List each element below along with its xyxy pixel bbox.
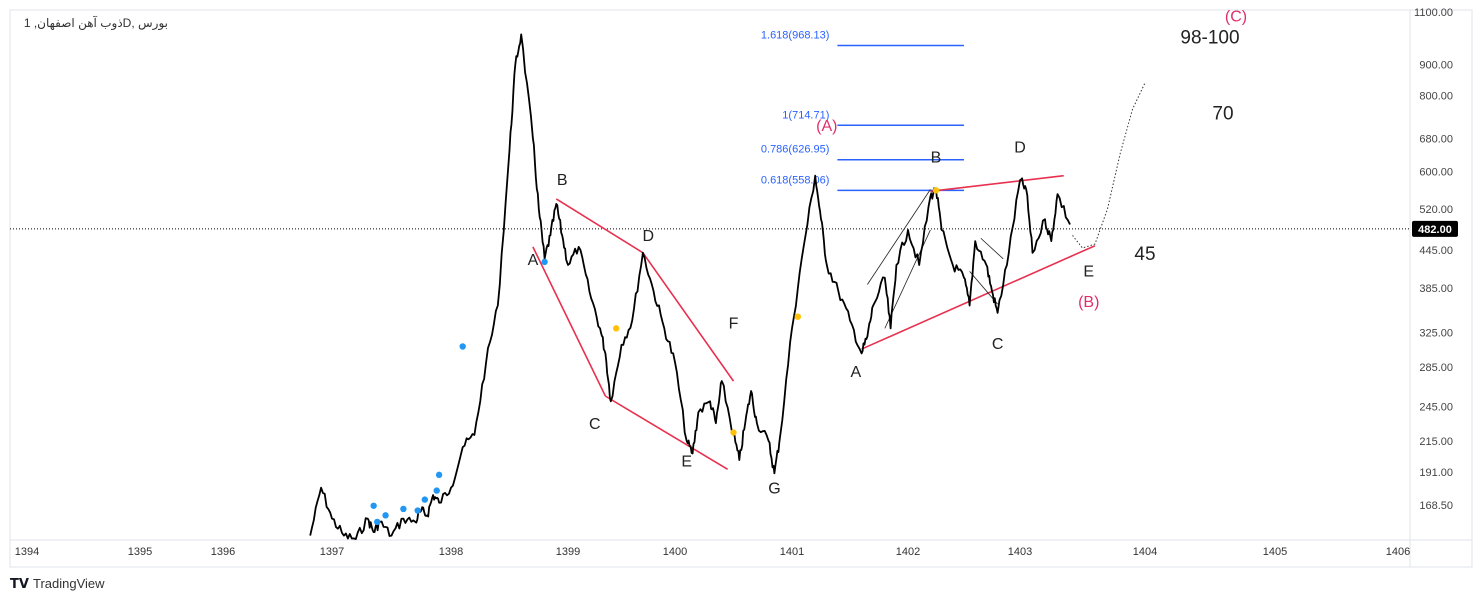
x-tick-label: 1398 xyxy=(439,546,463,558)
y-tick-label: 1100.00 xyxy=(1414,7,1453,19)
wave-label: A xyxy=(528,252,539,269)
x-axis: 1394 1395 1396 1397 1398 1399 1400 1401 1402 1403… xyxy=(15,546,1410,558)
current-price-tag: 482.00 xyxy=(1418,224,1452,236)
x-tick-label: 1401 xyxy=(780,546,804,558)
tv-logo-icon: TV xyxy=(10,577,29,592)
price-series xyxy=(309,33,1071,540)
wave-label: B xyxy=(557,172,568,189)
y-tick-label: 385.00 xyxy=(1419,283,1453,295)
fib-level-label: 0.618(558.06) xyxy=(761,174,830,186)
y-axis: 1100.00 900.00 800.00 680.00 600.00 520.00 445… xyxy=(1414,7,1453,512)
wave-labels: A B C D E F G A B C D E (A) (B) (C) xyxy=(528,9,1248,498)
x-tick-label: 1404 xyxy=(1133,546,1157,558)
fib-level-label: 1(714.71) xyxy=(782,109,829,121)
wave-label: D xyxy=(642,228,654,245)
wave-label: (A) xyxy=(816,118,837,135)
channel-line xyxy=(861,244,1096,350)
thin-line xyxy=(980,237,1004,260)
y-tick-label: 168.50 xyxy=(1419,500,1453,512)
projection-line xyxy=(1072,82,1146,249)
y-tick-label: 245.00 xyxy=(1419,402,1453,414)
y-tick-label: 325.00 xyxy=(1419,327,1453,339)
blue-marker xyxy=(414,507,421,514)
plot-border xyxy=(9,9,1473,568)
wave-label: E xyxy=(1083,264,1094,281)
tradingview-logo-text: TradingView xyxy=(33,576,105,591)
channel-line xyxy=(555,198,644,254)
x-tick-label: 1400 xyxy=(663,546,687,558)
chart-title: ذوب آهن اصفهان, 1D, بورس xyxy=(24,15,168,31)
price-series-group xyxy=(309,33,1071,540)
wave-label: C xyxy=(589,416,601,433)
markers xyxy=(370,187,940,526)
wave-label: (C) xyxy=(1225,9,1247,26)
x-tick-label: 1394 xyxy=(15,546,39,558)
blue-marker xyxy=(370,502,377,509)
channel-line xyxy=(930,174,1064,193)
y-tick-label: 800.00 xyxy=(1419,91,1453,103)
y-tick-label: 520.00 xyxy=(1419,204,1453,216)
wave-label: E xyxy=(681,454,692,471)
channel-line xyxy=(605,395,729,471)
wave-label: F xyxy=(729,315,739,332)
yellow-marker xyxy=(612,325,620,332)
blue-marker xyxy=(374,518,381,526)
wave-label: C xyxy=(992,336,1004,353)
x-tick-label: 1405 xyxy=(1263,546,1287,558)
tradingview-logo: TV TradingView xyxy=(10,576,105,592)
fib-level-label: 1.618(968.13) xyxy=(761,30,830,42)
wave-label: A xyxy=(850,364,861,381)
wave-label: G xyxy=(768,481,780,498)
channel-line xyxy=(642,252,735,382)
yellow-marker xyxy=(730,429,737,436)
y-tick-label: 900.00 xyxy=(1419,60,1453,72)
blue-marker xyxy=(400,505,407,513)
projection-group xyxy=(1072,82,1146,249)
fib-level-label: 0.786(626.95) xyxy=(761,144,830,156)
x-tick-label: 1402 xyxy=(896,546,920,558)
price-targets: 98-100 70 45 xyxy=(1134,28,1239,265)
current-price-line-group: 482.00 xyxy=(10,220,1458,237)
x-tick-label: 1399 xyxy=(556,546,580,558)
y-tick-label: 191.00 xyxy=(1419,467,1453,479)
blue-marker xyxy=(382,512,389,519)
x-tick-label: 1397 xyxy=(320,546,344,558)
price-target-label: 70 xyxy=(1212,104,1233,125)
x-tick-label: 1403 xyxy=(1008,546,1032,558)
blue-marker xyxy=(541,258,548,266)
y-tick-label: 285.00 xyxy=(1419,362,1453,374)
blue-marker xyxy=(459,343,466,350)
channel-line xyxy=(532,246,607,397)
thin-line xyxy=(867,189,931,285)
current-price-tag-bg xyxy=(1412,220,1458,237)
x-tick-label: 1396 xyxy=(211,546,235,558)
y-tick-label: 600.00 xyxy=(1419,166,1453,178)
blue-marker xyxy=(433,487,440,494)
blue-marker xyxy=(435,471,443,479)
blue-marker xyxy=(421,496,429,503)
wave-label: D xyxy=(1014,139,1026,156)
yellow-marker xyxy=(932,187,940,194)
price-target-label: 45 xyxy=(1134,244,1155,265)
y-tick-label: 215.00 xyxy=(1419,436,1453,448)
wave-label: B xyxy=(931,150,942,167)
axis-frame xyxy=(9,9,1473,568)
channel-lines xyxy=(532,174,1096,471)
y-tick-label: 680.00 xyxy=(1419,133,1453,145)
price-target-label: 98-100 xyxy=(1180,28,1239,49)
x-tick-label: 1406 xyxy=(1386,546,1410,558)
y-tick-label: 445.00 xyxy=(1419,245,1453,257)
yellow-marker xyxy=(794,313,801,320)
x-tick-label: 1395 xyxy=(128,546,152,558)
wave-label: (B) xyxy=(1078,294,1099,311)
